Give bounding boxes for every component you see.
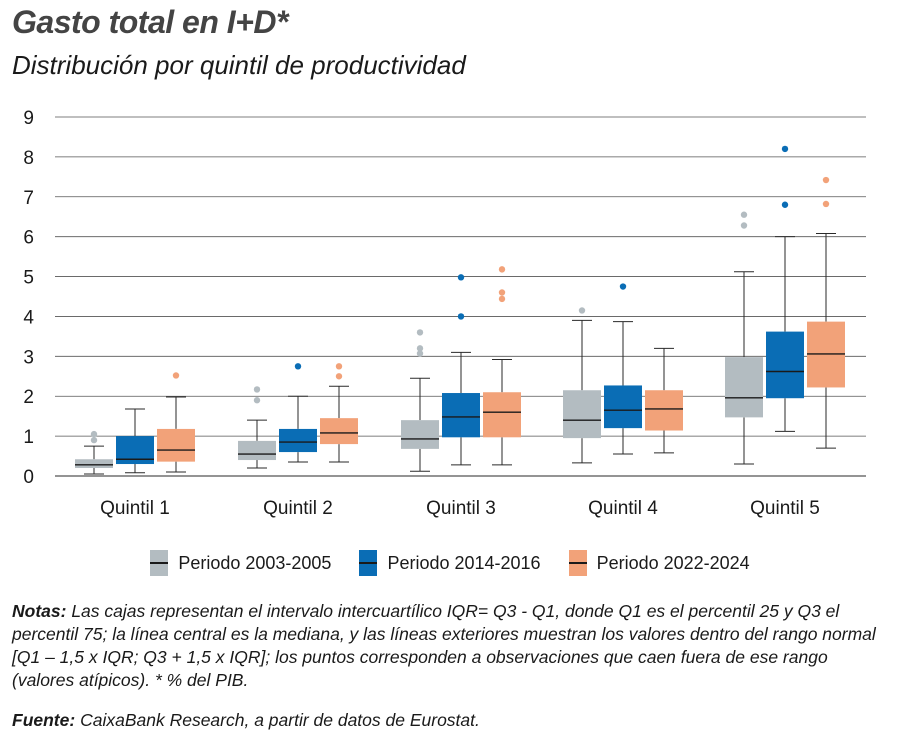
box-group [320, 363, 358, 463]
legend-item-p1: Periodo 2003-2005 [150, 550, 331, 576]
legend-median-p1 [150, 562, 169, 564]
outlier-point [253, 397, 261, 404]
box-group [401, 329, 439, 472]
legend-median-p3 [568, 562, 587, 564]
outlier-point [294, 363, 302, 370]
box [320, 418, 358, 445]
outlier-point [578, 307, 586, 314]
box [75, 459, 113, 469]
y-tick-label: 1 [23, 427, 34, 448]
x-tick-label: Quintil 1 [100, 498, 170, 519]
legend: Periodo 2003-2005 Periodo 2014-2016 Peri… [0, 550, 900, 576]
outlier-point [822, 200, 830, 208]
outlier-point [457, 274, 465, 281]
y-tick-label: 9 [23, 108, 34, 129]
chart-title: Gasto total en I+D* [12, 4, 288, 40]
x-tick-label: Quintil 5 [750, 498, 820, 519]
grid-lines [55, 116, 866, 477]
legend-swatch-p3 [568, 550, 587, 576]
box [563, 390, 601, 439]
outlier-point [498, 295, 506, 303]
legend-label-p2: Periodo 2014-2016 [387, 552, 541, 573]
outlier-point [619, 283, 627, 290]
outlier-point [822, 176, 830, 184]
source: Fuente: CaixaBank Research, a partir de … [12, 710, 480, 731]
box [238, 440, 276, 461]
source-label: Fuente: [12, 710, 76, 730]
box-group [563, 307, 601, 464]
box-group [157, 372, 195, 473]
y-tick-label: 6 [23, 228, 34, 249]
notes: Notas: Las cajas representan el interval… [12, 600, 882, 692]
legend-item-p2: Periodo 2014-2016 [359, 550, 541, 576]
y-tick-label: 5 [23, 268, 34, 289]
legend-median-p2 [359, 562, 378, 564]
outlier-point [781, 145, 789, 153]
y-tick-label: 7 [23, 188, 34, 209]
box [766, 331, 804, 399]
box [442, 393, 480, 438]
box-group [807, 176, 845, 449]
outlier-point [90, 436, 98, 444]
outlier-point [498, 289, 506, 296]
outlier-point [740, 211, 748, 218]
legend-item-p3: Periodo 2022-2024 [568, 550, 750, 576]
outlier-point [781, 201, 789, 208]
outlier-point [457, 313, 465, 320]
box-group [279, 363, 317, 463]
box-group [766, 145, 804, 432]
y-tick-label: 2 [23, 387, 34, 408]
box-group [725, 211, 763, 465]
x-tick-label: Quintil 3 [426, 498, 496, 519]
box-group [442, 274, 480, 466]
outlier-point [498, 266, 506, 273]
outlier-point [416, 329, 424, 336]
outlier-point [416, 350, 424, 357]
outlier-point [740, 222, 748, 229]
x-tick-label: Quintil 4 [588, 498, 658, 519]
box [279, 428, 317, 453]
legend-label-p1: Periodo 2003-2005 [178, 552, 332, 573]
legend-swatch-p2 [359, 550, 378, 576]
box-group [645, 347, 683, 454]
legend-swatch-p1 [150, 550, 169, 576]
outlier-point [335, 363, 343, 370]
y-axis-ticks: 0 1 2 3 4 5 6 7 8 9 [23, 108, 34, 488]
box-group [604, 283, 642, 455]
box-group [483, 266, 521, 466]
box-group [238, 386, 276, 469]
legend-label-p3: Periodo 2022-2024 [596, 552, 750, 573]
box-group [75, 430, 113, 475]
x-tick-label: Quintil 2 [263, 498, 333, 519]
x-axis-ticks: Quintil 1 Quintil 2 Quintil 3 Quintil 4 Quin… [100, 498, 820, 519]
outlier-point [335, 373, 343, 380]
series-3 [157, 176, 845, 473]
notes-label: Notas: [12, 601, 67, 621]
chart-subtitle: Distribución por quintil de productivida… [12, 50, 466, 80]
notes-text: Las cajas representan el intervalo inter… [12, 601, 876, 690]
box [725, 357, 763, 418]
box [401, 420, 439, 449]
y-tick-label: 4 [23, 307, 34, 328]
box-group [116, 408, 154, 474]
y-tick-label: 0 [23, 467, 34, 488]
y-tick-label: 3 [23, 347, 34, 368]
box-series [75, 145, 845, 475]
box [157, 428, 195, 462]
y-tick-label: 8 [23, 148, 34, 169]
box [645, 390, 683, 431]
series-2 [116, 145, 804, 474]
source-text: CaixaBank Research, a partir de datos de… [80, 710, 480, 730]
outlier-point [172, 372, 180, 379]
outlier-point [90, 430, 98, 438]
box [604, 385, 642, 429]
outlier-point [253, 386, 261, 393]
outlier-point [416, 345, 424, 352]
series-1 [75, 211, 763, 475]
box [483, 392, 521, 438]
